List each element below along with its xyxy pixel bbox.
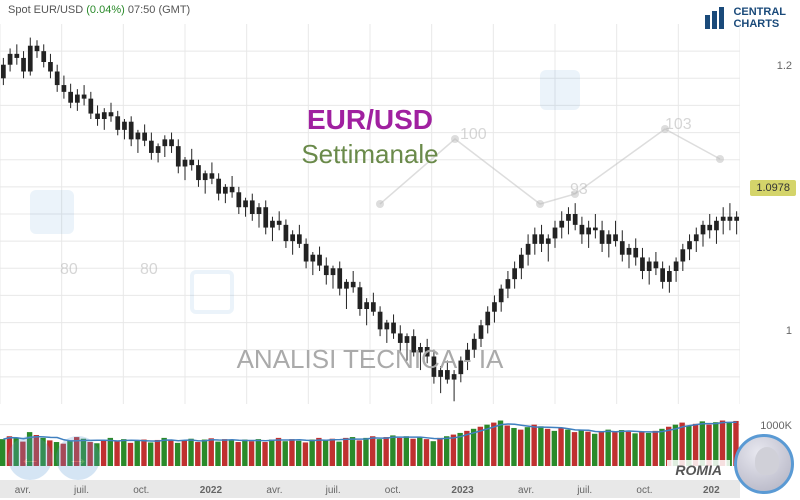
x-tick: avr. — [518, 485, 534, 496]
avatar-icon[interactable] — [734, 434, 794, 494]
x-tick: 2023 — [451, 485, 473, 496]
price-chart[interactable]: 80 80 100 93 103 EUR/USD Settimanale ANALISI… — [0, 24, 740, 404]
instrument-label: Spot EUR/USD — [8, 4, 83, 16]
nav-arrows[interactable]: ← → — [8, 436, 100, 480]
wm-compass-icon — [540, 70, 580, 110]
y-tick-1: 1 — [786, 325, 792, 337]
x-tick: 202 — [703, 485, 720, 496]
x-tick: juil. — [326, 485, 341, 496]
arrow-left-icon[interactable]: ← — [8, 436, 52, 480]
pair-title: EUR/USD — [307, 104, 433, 136]
svg-text:103: 103 — [665, 116, 692, 133]
x-tick: 2022 — [200, 485, 222, 496]
vol-tick: 1000K — [760, 420, 792, 432]
x-tick: juil. — [74, 485, 89, 496]
svg-text:100: 100 — [460, 126, 487, 143]
svg-text:80: 80 — [60, 261, 78, 278]
logo-text: CENTRALCHARTS — [733, 6, 786, 30]
wm-chart-icon — [30, 190, 74, 234]
current-price-tag: 1.0978 — [750, 180, 796, 196]
pct-change: (0.04%) — [86, 4, 125, 16]
timeframe-title: Settimanale — [301, 139, 438, 170]
volume-chart[interactable] — [0, 404, 740, 466]
y-tick-12: 1.2 — [777, 60, 792, 72]
svg-text:80: 80 — [140, 261, 158, 278]
x-tick: avr. — [266, 485, 282, 496]
x-tick: oct. — [133, 485, 149, 496]
svg-text:93: 93 — [570, 181, 588, 198]
arrow-right-icon[interactable]: → — [56, 436, 100, 480]
time-label: 07:50 (GMT) — [128, 4, 190, 16]
romia-label: ROMIA — [667, 460, 730, 480]
wm-arrow-icon — [190, 270, 234, 314]
x-tick: oct. — [385, 485, 401, 496]
watermark-text: ANALISI TECNICA - IA — [237, 344, 504, 375]
x-tick: avr. — [15, 485, 31, 496]
chart-header: Spot EUR/USD (0.04%) 07:50 (GMT) — [8, 4, 190, 16]
x-tick: oct. — [636, 485, 652, 496]
x-tick: juil. — [577, 485, 592, 496]
x-axis: avr. juil. oct. 2022 avr. juil. oct. 2023 avr. ju… — [0, 480, 740, 498]
